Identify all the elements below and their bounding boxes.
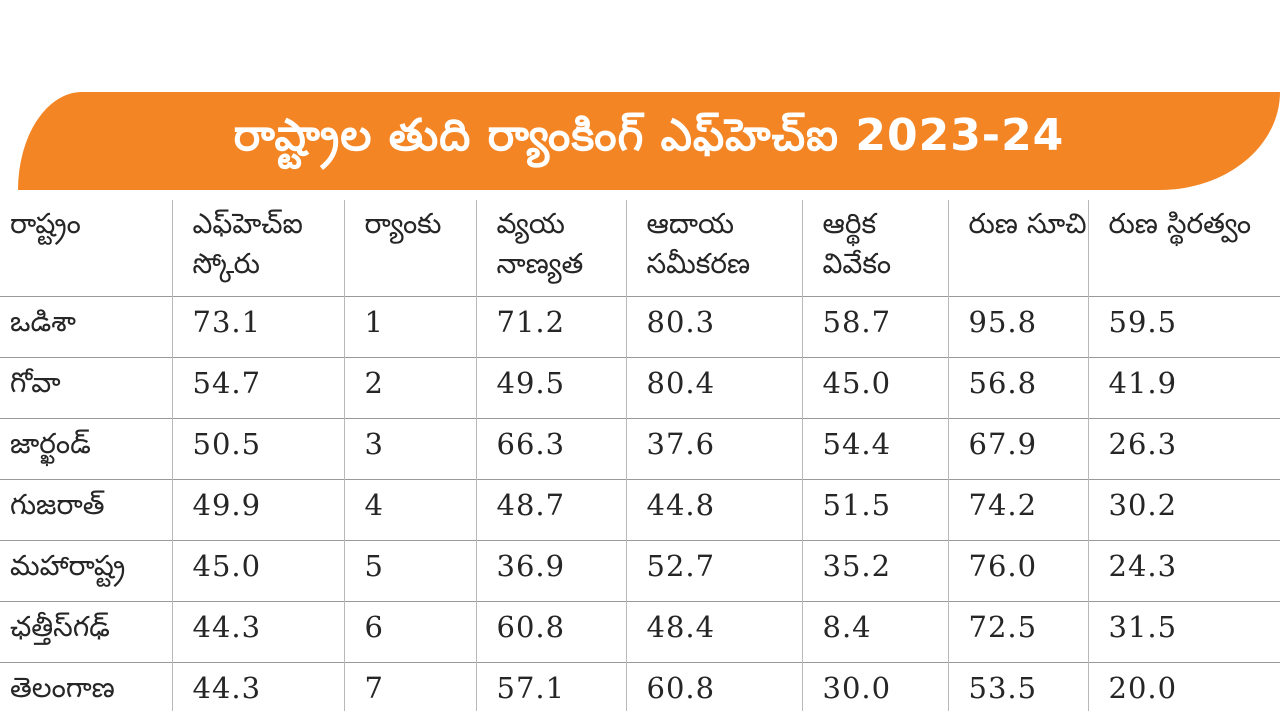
expenditure-quality: 48.7 [475,479,626,541]
table-row: జార్ఖండ్ 50.5 3 66.3 37.6 54.4 67.9 26.3 [0,418,1280,480]
rank: 5 [343,540,476,602]
revenue-mobilization: 44.8 [625,479,802,541]
state-name: ఒడిశా [0,296,172,358]
state-name: జార్ఖండ్ [0,418,172,480]
expenditure-quality: 36.9 [475,540,626,602]
state-name: తెలంగాణ [0,662,172,711]
expenditure-quality: 71.2 [475,296,626,358]
debt-sustainability: 31.5 [1087,601,1280,663]
expenditure-quality: 57.1 [475,662,626,711]
fhi-score: 44.3 [171,662,344,711]
expenditure-quality: 66.3 [475,418,626,480]
table-row: ఒడిశా 73.1 1 71.2 80.3 58.7 95.8 59.5 [0,296,1280,358]
revenue-mobilization: 80.4 [625,357,802,419]
rank: 4 [343,479,476,541]
title-banner: రాష్ట్రాల తుది ర్యాంకింగ్ ఎఫ్‌హెచ్ఐ 2023… [18,92,1280,190]
fhi-score: 54.7 [171,357,344,419]
table-row: ఛత్తీస్‌గఢ్ 44.3 6 60.8 48.4 8.4 72.5 31… [0,601,1280,663]
state-name: గోవా [0,357,172,419]
rank: 2 [343,357,476,419]
fiscal-prudence: 8.4 [801,601,948,663]
expenditure-quality: 60.8 [475,601,626,663]
rank: 1 [343,296,476,358]
rank: 6 [343,601,476,663]
fhi-score: 73.1 [171,296,344,358]
debt-sustainability: 59.5 [1087,296,1280,358]
debt-index: 76.0 [947,540,1088,602]
debt-sustainability: 26.3 [1087,418,1280,480]
column-header-debt-sustainability: రుణ స్థిరత్వం [1087,200,1280,297]
revenue-mobilization: 37.6 [625,418,802,480]
fhi-score: 49.9 [171,479,344,541]
page-title: రాష్ట్రాల తుది ర్యాంకింగ్ ఎఫ్‌హెచ్ఐ 2023… [233,110,1065,161]
revenue-mobilization: 52.7 [625,540,802,602]
debt-index: 72.5 [947,601,1088,663]
table-row: తెలంగాణ 44.3 7 57.1 60.8 30.0 53.5 20.0 [0,662,1280,711]
debt-sustainability: 30.2 [1087,479,1280,541]
revenue-mobilization: 60.8 [625,662,802,711]
revenue-mobilization: 80.3 [625,296,802,358]
table-header-row: రాష్ట్రం ఎఫ్‌హెచ్ఐ స్కోరు ర్యాంకు వ్యయ న… [0,200,1280,297]
debt-sustainability: 20.0 [1087,662,1280,711]
column-header-fhi-score: ఎఫ్‌హెచ్ఐ స్కోరు [171,200,344,297]
fiscal-prudence: 45.0 [801,357,948,419]
table-row: గుజరాత్ 49.9 4 48.7 44.8 51.5 74.2 30.2 [0,479,1280,541]
fhi-score: 50.5 [171,418,344,480]
debt-sustainability: 41.9 [1087,357,1280,419]
column-header-revenue-mobilization: ఆదాయ సమీకరణ [625,200,802,297]
state-name: ఛత్తీస్‌గఢ్ [0,601,172,663]
fhi-score: 44.3 [171,601,344,663]
debt-index: 67.9 [947,418,1088,480]
table-row: గోవా 54.7 2 49.5 80.4 45.0 56.8 41.9 [0,357,1280,419]
table-row: మహారాష్ట్ర 45.0 5 36.9 52.7 35.2 76.0 24… [0,540,1280,602]
state-name: మహారాష్ట్ర [0,540,172,602]
debt-index: 74.2 [947,479,1088,541]
column-header-expenditure-quality: వ్యయ నాణ్యత [475,200,626,297]
rank: 3 [343,418,476,480]
revenue-mobilization: 48.4 [625,601,802,663]
column-header-state: రాష్ట్రం [10,207,81,240]
column-header-debt-index: రుణ సూచి [947,200,1088,297]
rank: 7 [343,662,476,711]
fiscal-prudence: 54.4 [801,418,948,480]
expenditure-quality: 49.5 [475,357,626,419]
fiscal-prudence: 35.2 [801,540,948,602]
fiscal-prudence: 58.7 [801,296,948,358]
fiscal-prudence: 30.0 [801,662,948,711]
debt-index: 95.8 [947,296,1088,358]
ranking-table-container: రాష్ట్రం ఎఫ్‌హెచ్ఐ స్కోరు ర్యాంకు వ్యయ న… [0,200,1280,711]
debt-index: 53.5 [947,662,1088,711]
debt-index: 56.8 [947,357,1088,419]
fiscal-prudence: 51.5 [801,479,948,541]
column-header-fiscal-prudence: ఆర్థిక వివేకం [801,200,948,297]
state-name: గుజరాత్ [0,479,172,541]
fhi-score: 45.0 [171,540,344,602]
column-header-rank: ర్యాంకు [343,200,476,297]
debt-sustainability: 24.3 [1087,540,1280,602]
ranking-table: రాష్ట్రం ఎఫ్‌హెచ్ఐ స్కోరు ర్యాంకు వ్యయ న… [0,200,1280,711]
